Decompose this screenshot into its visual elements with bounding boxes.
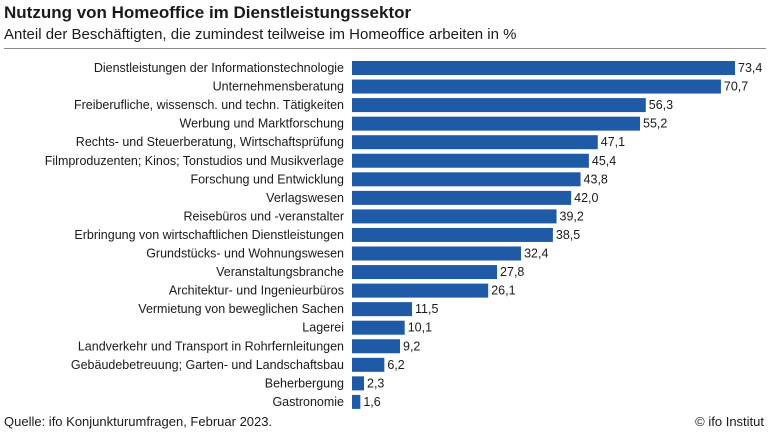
bar [352,339,401,354]
bar [352,98,646,113]
chart-subtitle: Anteil der Beschäftigten, die zumindest … [4,26,517,43]
value-label: 32,4 [524,247,548,261]
bar [352,283,489,298]
value-label: 26,1 [491,284,515,298]
bar [352,61,735,75]
category-label: Grundstücks- und Wohnungswesen [146,247,344,261]
chart-title: Nutzung von Homeoffice im Dienstleistung… [4,3,412,22]
bar [352,79,721,94]
bar [352,172,581,187]
value-label: 55,2 [643,117,667,131]
category-label: Reisebüros und -veranstalter [184,209,345,223]
value-label: 1,6 [363,395,380,409]
bar [352,357,385,372]
bar [352,246,522,261]
bar [352,227,553,242]
value-label: 70,7 [724,80,748,94]
category-label: Landverkehr und Transport in Rohrfernlei… [78,339,344,353]
category-label: Vermietung von beweglichen Sachen [138,302,344,316]
value-label: 73,4 [738,61,762,75]
bar [352,265,498,280]
category-label: Verlagswesen [266,191,344,205]
value-label: 45,4 [592,154,616,168]
category-label: Werbung und Marktforschung [180,117,344,131]
value-label: 38,5 [556,228,580,242]
bar [352,302,413,317]
bar [352,153,589,168]
category-label: Gebäudebetreuung; Garten- und Landschaft… [71,358,344,372]
bar [352,116,641,131]
source-note: Quelle: ifo Konjunkturumfragen, Februar … [4,414,273,429]
value-label: 9,2 [403,339,420,353]
bar [352,135,598,150]
value-label: 47,1 [601,135,625,149]
title-divider [4,48,766,49]
category-label: Gastronomie [272,395,344,409]
category-label: Unternehmensberatung [213,80,344,94]
value-label: 43,8 [584,172,608,186]
value-label: 39,2 [560,209,584,223]
category-label: Rechts- und Steuerberatung, Wirtschaftsp… [76,135,344,149]
category-label: Beherbergung [265,376,344,390]
value-label: 2,3 [367,376,384,390]
value-label: 56,3 [649,98,673,112]
category-label: Freiberufliche, wissensch. und techn. Tä… [74,98,344,112]
copyright-note: © ifo Institut [695,414,764,429]
category-label: Dienstleistungen der Informationstechnol… [94,61,344,75]
category-label: Erbringung von wirtschaftlichen Dienstle… [74,228,344,242]
bar [352,320,405,335]
bar [352,209,557,224]
category-label: Filmproduzenten; Kinos; Tonstudios und M… [45,154,344,168]
category-label: Architektur- und Ingenieurbüros [169,284,344,298]
bar-chart: Dienstleistungen der Informationstechnol… [45,61,762,409]
value-label: 10,1 [408,321,432,335]
bar [352,394,361,409]
value-label: 11,5 [415,302,438,316]
category-label: Forschung und Entwicklung [190,172,344,186]
value-label: 27,8 [500,265,524,279]
category-label: Lagerei [302,321,344,335]
category-label: Veranstaltungsbranche [216,265,344,279]
value-label: 6,2 [387,358,404,372]
bar [352,376,365,391]
value-label: 42,0 [574,191,598,205]
bar [352,190,572,205]
